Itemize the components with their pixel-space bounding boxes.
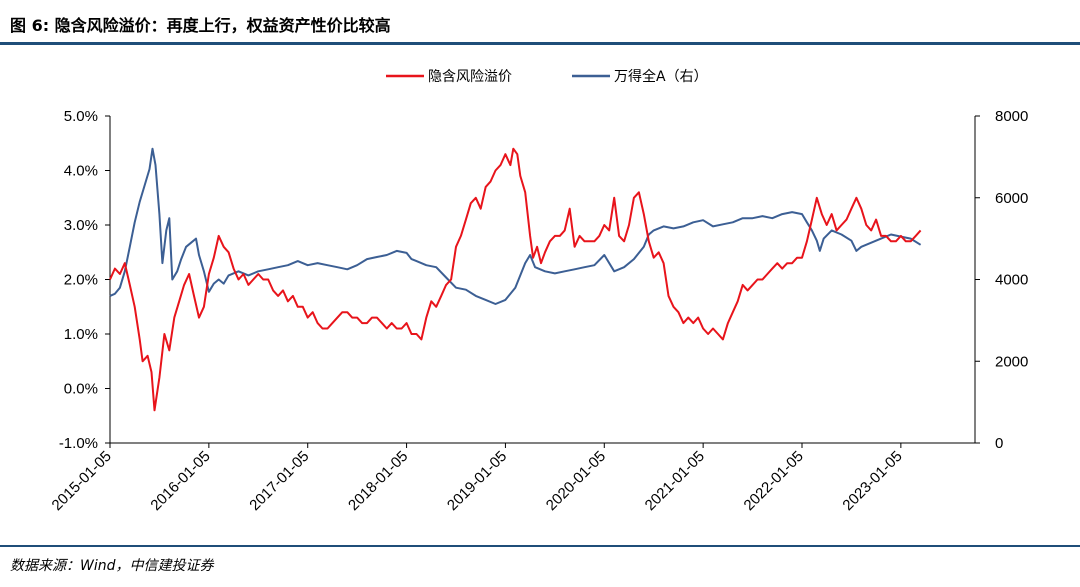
title-divider [0,42,1080,45]
y-right-tick-label: 6000 [995,190,1028,207]
axes: -1.0% 0.0% 1.0% 2.0% 3.0% 4.0% 5.0% 0 2000 4000 60… [49,108,1029,514]
y-right-tick-label: 2000 [995,353,1028,370]
y-right-tick-label: 8000 [995,108,1028,125]
y-right-tick-label: 0 [995,435,1003,452]
y-left-tick-label: 3.0% [64,217,98,234]
x-tick-label: 2017-01-05 [246,448,312,514]
chart-title: 图 6: 隐含风险溢价：再度上行，权益资产性价比较高 [10,16,391,35]
source-note: 数据来源：Wind，中信建投证券 [10,558,214,574]
x-tick-label: 2018-01-05 [345,448,411,514]
series-layer [109,147,922,412]
x-tick-label: 2015-01-05 [49,448,115,514]
x-tick-label: 2023-01-05 [839,448,905,514]
chart: 隐含风险溢价 万得全A（右） -1.0% 0.0% 1.0% 2.0% 3.0% 4.0% 5… [49,68,1029,514]
legend-label-risk-premium: 隐含风险溢价 [428,69,512,85]
y-left-tick-label: 0.0% [64,381,98,398]
series-implied-risk-premium-line [109,147,922,412]
y-left-tick-label: 5.0% [64,108,98,125]
x-tick-label: 2022-01-05 [741,448,807,514]
footer-divider [0,545,1080,547]
series-wind-all-a-line [109,147,922,305]
y-left-tick-label: -1.0% [59,435,98,452]
x-tick-label: 2021-01-05 [642,448,708,514]
x-tick-label: 2020-01-05 [543,448,609,514]
y-right-tick-label: 4000 [995,272,1028,289]
x-tick-label: 2016-01-05 [147,448,213,514]
y-left-tick-label: 1.0% [64,326,98,343]
legend-label-wind-all-a: 万得全A（右） [614,68,708,85]
x-tick-label: 2019-01-05 [444,448,510,514]
legend: 隐含风险溢价 万得全A（右） [386,68,708,85]
y-left-tick-label: 4.0% [64,163,98,180]
y-left-tick-label: 2.0% [64,272,98,289]
